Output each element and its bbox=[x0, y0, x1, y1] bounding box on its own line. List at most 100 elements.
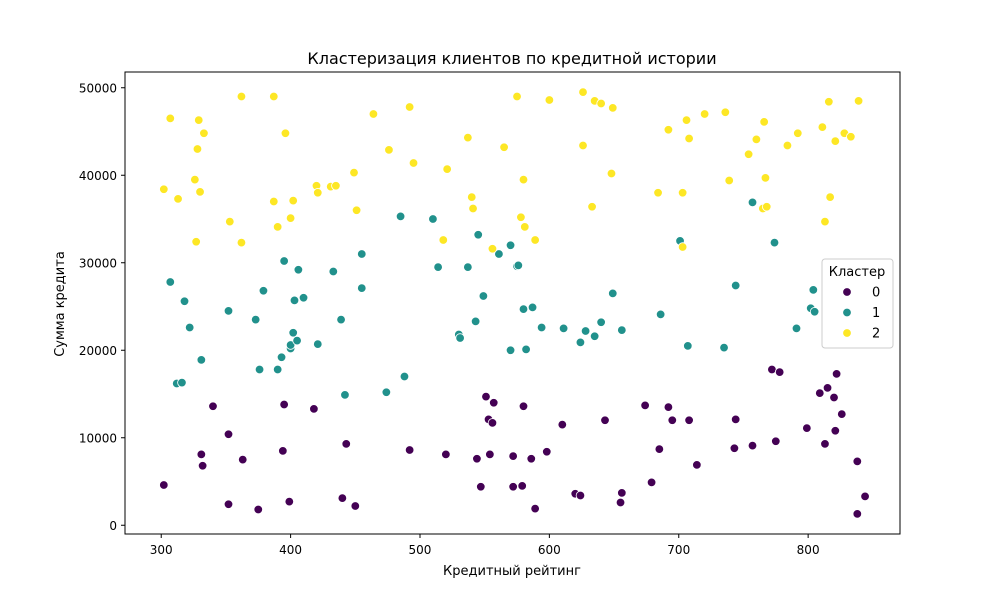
data-point-cluster-1 bbox=[596, 317, 606, 327]
data-point-cluster-2 bbox=[677, 188, 688, 198]
data-point-cluster-1 bbox=[254, 364, 265, 375]
data-point-cluster-0 bbox=[223, 499, 234, 509]
data-point-cluster-2 bbox=[165, 113, 175, 124]
data-point-cluster-1 bbox=[589, 331, 600, 341]
data-point-cluster-2 bbox=[280, 128, 291, 138]
data-point-cluster-0 bbox=[771, 436, 781, 446]
data-point-cluster-1 bbox=[272, 364, 283, 375]
data-point-cluster-2 bbox=[663, 125, 674, 135]
data-point-cluster-0 bbox=[646, 477, 657, 488]
data-point-cluster-2 bbox=[824, 97, 834, 107]
data-point-cluster-2 bbox=[608, 103, 618, 113]
data-point-cluster-2 bbox=[288, 195, 298, 206]
data-point-cluster-1 bbox=[165, 277, 175, 287]
data-point-cluster-0 bbox=[730, 414, 741, 425]
data-point-cluster-0 bbox=[860, 491, 870, 502]
data-point-cluster-2 bbox=[677, 242, 688, 252]
data-point-cluster-1 bbox=[747, 197, 758, 208]
data-point-cluster-1 bbox=[575, 337, 586, 348]
data-point-cluster-1 bbox=[655, 309, 666, 320]
data-point-cluster-1 bbox=[357, 249, 367, 259]
data-point-cluster-2 bbox=[199, 128, 209, 138]
y-axis-label: Сумма кредита bbox=[53, 251, 68, 357]
data-point-cluster-1 bbox=[258, 286, 269, 296]
data-point-cluster-1 bbox=[505, 240, 516, 250]
data-point-cluster-2 bbox=[759, 117, 769, 127]
data-point-cluster-2 bbox=[720, 107, 731, 117]
data-point-cluster-2 bbox=[530, 235, 540, 245]
data-point-cluster-0 bbox=[481, 391, 491, 402]
data-point-cluster-1 bbox=[791, 323, 802, 334]
data-point-cluster-1 bbox=[298, 293, 309, 303]
data-point-cluster-0 bbox=[196, 449, 207, 460]
data-point-cluster-2 bbox=[190, 174, 200, 185]
data-point-cluster-1 bbox=[381, 387, 392, 397]
data-point-cluster-2 bbox=[194, 115, 204, 125]
data-point-cluster-1 bbox=[313, 339, 323, 349]
data-point-cluster-0 bbox=[640, 400, 650, 411]
data-point-cluster-2 bbox=[236, 91, 247, 102]
data-point-cluster-1 bbox=[289, 295, 300, 306]
data-point-cluster-2 bbox=[285, 213, 296, 223]
data-point-cluster-0 bbox=[159, 480, 169, 490]
data-point-cluster-2 bbox=[520, 222, 530, 232]
data-point-cluster-1 bbox=[395, 211, 406, 222]
data-point-cluster-2 bbox=[782, 140, 793, 151]
data-point-cluster-1 bbox=[288, 328, 298, 338]
data-point-cluster-2 bbox=[368, 109, 379, 119]
legend-label-cluster-0: 0 bbox=[872, 286, 880, 301]
data-point-cluster-1 bbox=[285, 340, 296, 350]
data-point-cluster-1 bbox=[478, 291, 489, 301]
data-point-cluster-1 bbox=[719, 342, 729, 353]
data-point-cluster-2 bbox=[349, 167, 359, 178]
data-point-cluster-1 bbox=[399, 371, 410, 382]
legend-label-cluster-1: 1 bbox=[872, 306, 880, 321]
data-point-cluster-1 bbox=[473, 230, 483, 240]
data-point-cluster-0 bbox=[508, 482, 518, 492]
data-point-cluster-1 bbox=[336, 314, 346, 325]
data-points bbox=[159, 87, 870, 519]
data-point-cluster-2 bbox=[825, 192, 835, 202]
data-point-cluster-2 bbox=[225, 216, 235, 227]
data-point-cluster-2 bbox=[578, 140, 588, 151]
data-point-cluster-0 bbox=[508, 451, 518, 461]
data-point-cluster-0 bbox=[253, 504, 263, 515]
y-tick-label: 20000 bbox=[79, 344, 117, 358]
data-point-cluster-2 bbox=[762, 202, 772, 212]
data-point-cluster-2 bbox=[331, 181, 341, 191]
data-point-cluster-0 bbox=[829, 392, 839, 403]
data-point-cluster-2 bbox=[384, 145, 394, 155]
data-point-cluster-0 bbox=[278, 446, 288, 456]
data-point-cluster-1 bbox=[177, 377, 187, 388]
data-point-cluster-1 bbox=[527, 302, 538, 313]
data-point-cluster-2 bbox=[817, 122, 828, 132]
data-point-cluster-2 bbox=[191, 237, 201, 247]
data-point-cluster-0 bbox=[615, 497, 626, 508]
data-point-cluster-1 bbox=[279, 256, 289, 266]
data-point-cluster-2 bbox=[724, 175, 734, 186]
data-point-cluster-2 bbox=[684, 133, 694, 144]
data-point-cluster-1 bbox=[292, 335, 302, 346]
legend-title: Кластер bbox=[829, 265, 885, 280]
data-point-cluster-0 bbox=[485, 449, 495, 460]
data-point-cluster-2 bbox=[846, 132, 856, 142]
data-point-cluster-1 bbox=[293, 265, 304, 275]
x-tick-label: 600 bbox=[538, 543, 561, 557]
data-point-cluster-1 bbox=[250, 314, 261, 325]
data-point-cluster-0 bbox=[617, 488, 627, 498]
data-point-cluster-0 bbox=[518, 401, 529, 411]
y-tick-label: 10000 bbox=[79, 431, 117, 445]
data-point-cluster-0 bbox=[692, 460, 702, 470]
data-point-cluster-0 bbox=[526, 454, 536, 464]
data-point-cluster-2 bbox=[830, 136, 841, 146]
data-point-cluster-1 bbox=[521, 344, 531, 355]
data-point-cluster-2 bbox=[606, 168, 617, 179]
data-point-cluster-0 bbox=[517, 481, 527, 491]
data-point-cluster-1 bbox=[470, 316, 481, 327]
y-tick-label: 50000 bbox=[79, 81, 117, 95]
y-tick-label: 40000 bbox=[79, 169, 117, 183]
data-point-cluster-0 bbox=[542, 447, 552, 457]
data-point-cluster-1 bbox=[179, 296, 190, 306]
data-point-cluster-0 bbox=[489, 398, 499, 408]
data-point-cluster-1 bbox=[433, 262, 443, 272]
